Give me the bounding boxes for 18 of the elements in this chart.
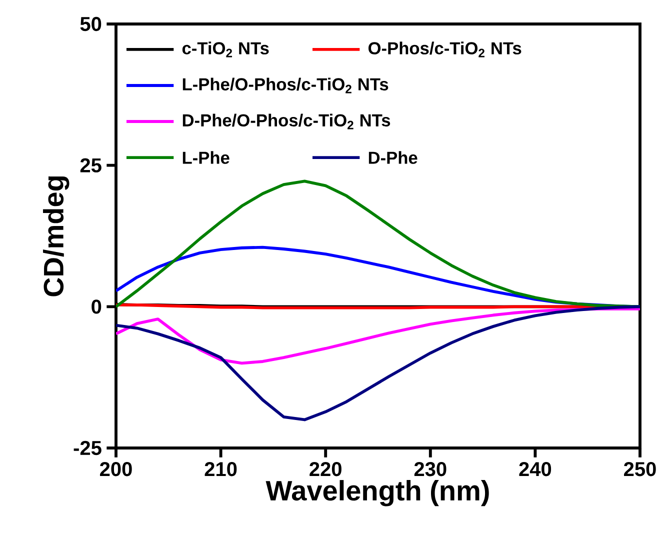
x-tick-label: 230	[414, 462, 446, 476]
legend-label: c-TiO$_{2}$ NTs	[182, 42, 269, 58]
y-tick-label: 50	[80, 17, 102, 32]
x-axis-title: Wavelength (nm)	[266, 480, 489, 506]
y-tick-label: 0	[92, 300, 102, 314]
x-tick-label: 240	[519, 462, 552, 476]
legend-label: D-Phe/O-Phos/c-TiO$_{2}$ NTs	[182, 114, 390, 130]
x-tick-label: 210	[204, 462, 237, 476]
x-tick-label: 250	[624, 462, 656, 476]
y-tick-label: 25	[80, 158, 102, 173]
legend-label: D-Phe	[368, 151, 418, 164]
legend-label: L-Phe	[182, 151, 230, 164]
y-axis-title: CD/mdeg	[43, 176, 70, 296]
legend-label: L-Phe/O-Phos/c-TiO$_{2}$ NTs	[182, 78, 388, 94]
x-tick-label: 220	[310, 462, 342, 476]
legend-label: O-Phos/c-TiO$_{2}$ NTs	[368, 42, 522, 58]
y-tick-label: -25	[74, 441, 102, 456]
x-tick-label: 200	[100, 462, 132, 476]
